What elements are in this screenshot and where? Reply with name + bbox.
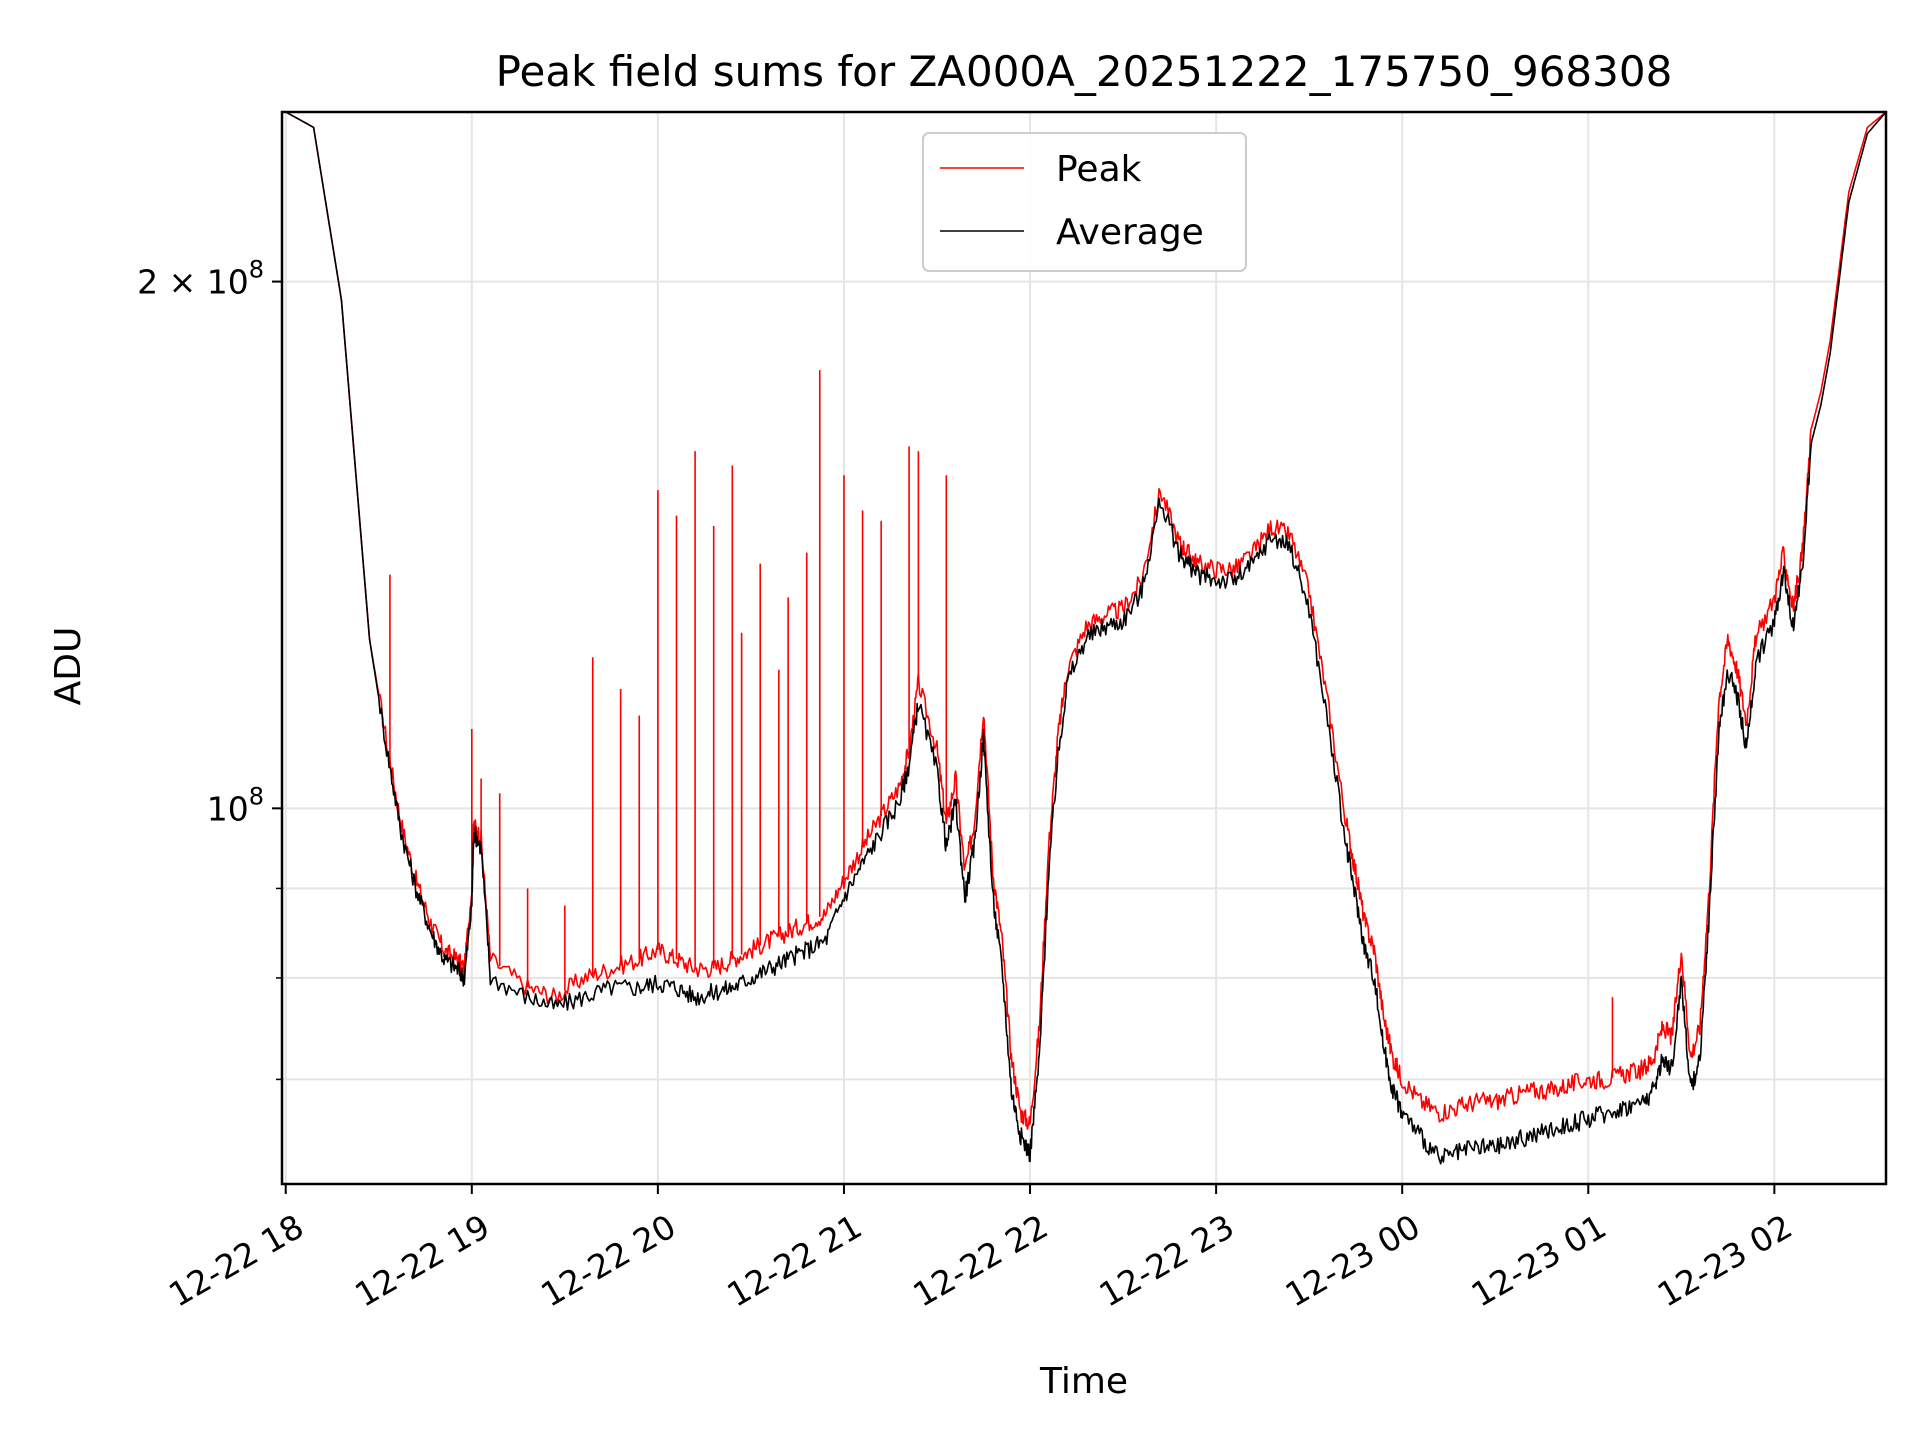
x-axis-label: Time — [1039, 1361, 1128, 1402]
plot-area — [285, 112, 1886, 1165]
plot-frame — [280, 110, 1888, 1186]
chart-title: Peak field sums for ZA000A_20251222_1757… — [496, 47, 1673, 96]
y-axis-label: ADU — [48, 627, 89, 706]
legend-label-peak: Peak — [1056, 149, 1142, 190]
y-tick-label: 108 — [207, 782, 264, 828]
series-line-peak — [285, 112, 1886, 1130]
y-tick-label: 2 × 108 — [137, 256, 264, 302]
series-line-average — [285, 112, 1886, 1165]
series-group — [285, 112, 1886, 1165]
y-axis: 108 2 × 108 — [137, 256, 282, 1081]
legend[interactable]: Peak Average — [922, 132, 1247, 272]
legend-label-average: Average — [1056, 212, 1204, 253]
